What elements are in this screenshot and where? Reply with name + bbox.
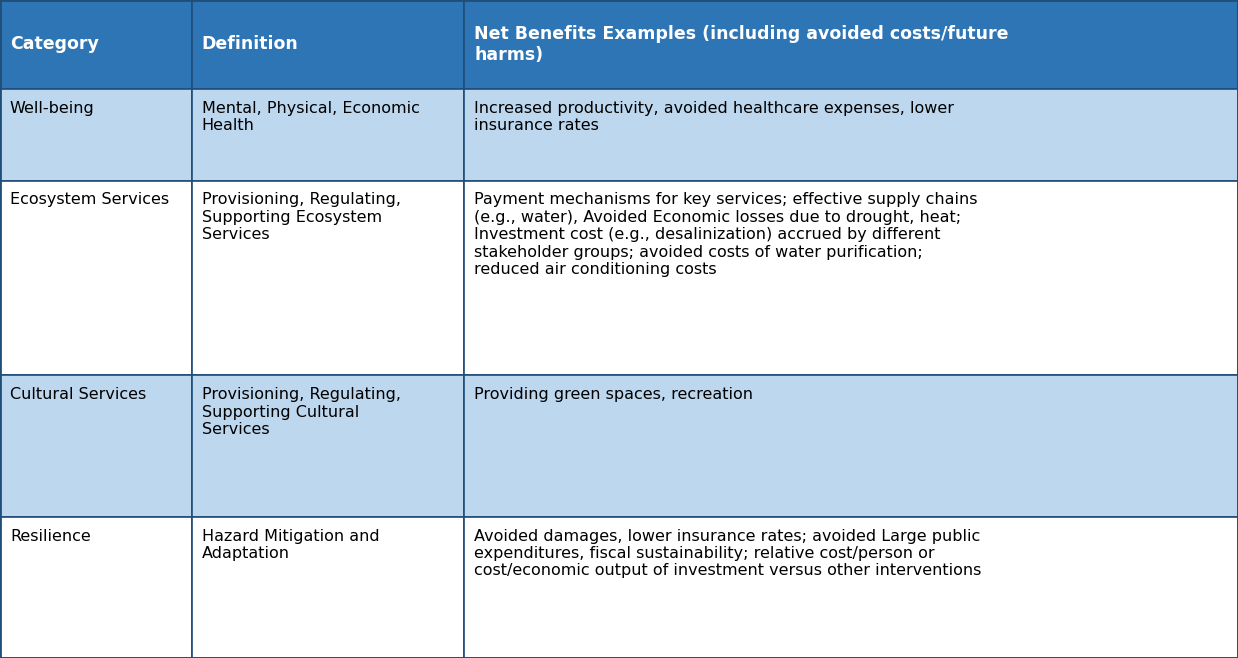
Text: Mental, Physical, Economic
Health: Mental, Physical, Economic Health [202, 101, 420, 133]
FancyBboxPatch shape [464, 375, 1238, 517]
FancyBboxPatch shape [464, 180, 1238, 375]
Text: Payment mechanisms for key services; effective supply chains
(e.g., water), Avoi: Payment mechanisms for key services; eff… [474, 192, 978, 277]
Text: Ecosystem Services: Ecosystem Services [10, 192, 170, 207]
Text: Well-being: Well-being [10, 101, 94, 116]
FancyBboxPatch shape [192, 89, 464, 180]
Text: Category: Category [10, 36, 99, 53]
Text: Net Benefits Examples (including avoided costs/future
harms): Net Benefits Examples (including avoided… [474, 25, 1009, 64]
Text: Avoided damages, lower insurance rates; avoided Large public
expenditures, fisca: Avoided damages, lower insurance rates; … [474, 528, 982, 578]
Text: Increased productivity, avoided healthcare expenses, lower
insurance rates: Increased productivity, avoided healthca… [474, 101, 954, 133]
Text: Cultural Services: Cultural Services [10, 387, 146, 402]
FancyBboxPatch shape [192, 180, 464, 375]
FancyBboxPatch shape [192, 0, 464, 89]
FancyBboxPatch shape [192, 375, 464, 517]
FancyBboxPatch shape [464, 517, 1238, 658]
FancyBboxPatch shape [0, 0, 192, 89]
FancyBboxPatch shape [0, 180, 192, 375]
FancyBboxPatch shape [0, 517, 192, 658]
Text: Hazard Mitigation and
Adaptation: Hazard Mitigation and Adaptation [202, 528, 379, 561]
Text: Definition: Definition [202, 36, 298, 53]
FancyBboxPatch shape [464, 89, 1238, 180]
FancyBboxPatch shape [192, 517, 464, 658]
FancyBboxPatch shape [464, 0, 1238, 89]
FancyBboxPatch shape [0, 375, 192, 517]
Text: Provisioning, Regulating,
Supporting Ecosystem
Services: Provisioning, Regulating, Supporting Eco… [202, 192, 401, 242]
FancyBboxPatch shape [0, 89, 192, 180]
Text: Resilience: Resilience [10, 528, 90, 544]
Text: Providing green spaces, recreation: Providing green spaces, recreation [474, 387, 753, 402]
Text: Provisioning, Regulating,
Supporting Cultural
Services: Provisioning, Regulating, Supporting Cul… [202, 387, 401, 437]
